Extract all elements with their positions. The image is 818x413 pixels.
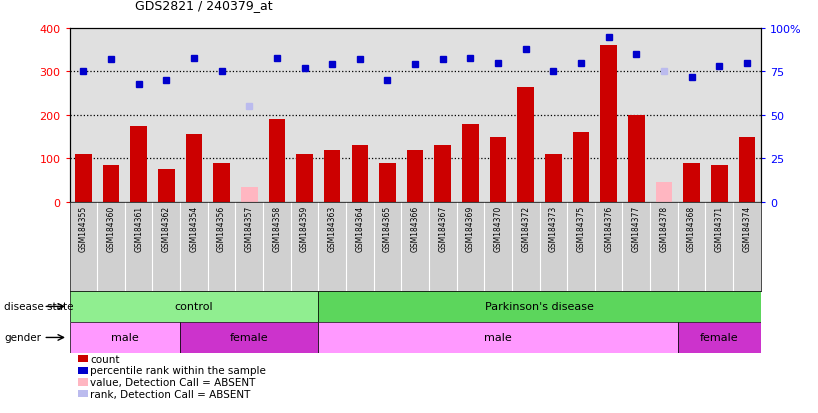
Text: GSM184375: GSM184375 xyxy=(577,205,586,251)
Text: GSM184355: GSM184355 xyxy=(79,205,88,251)
Text: GSM184361: GSM184361 xyxy=(134,205,143,251)
Bar xyxy=(213,163,230,202)
Text: GSM184371: GSM184371 xyxy=(715,205,724,251)
Text: GSM184357: GSM184357 xyxy=(245,205,254,251)
Text: GSM184377: GSM184377 xyxy=(631,205,640,251)
Bar xyxy=(180,322,318,353)
Bar xyxy=(352,146,368,202)
Text: count: count xyxy=(90,354,119,364)
Text: GSM184363: GSM184363 xyxy=(328,205,337,251)
Text: disease state: disease state xyxy=(4,301,74,312)
Text: GSM184360: GSM184360 xyxy=(106,205,115,251)
Bar xyxy=(407,150,424,202)
Bar xyxy=(656,183,672,202)
Text: rank, Detection Call = ABSENT: rank, Detection Call = ABSENT xyxy=(90,389,250,399)
Text: value, Detection Call = ABSENT: value, Detection Call = ABSENT xyxy=(90,377,255,387)
Bar xyxy=(545,154,562,202)
Text: GSM184372: GSM184372 xyxy=(521,205,530,251)
Text: GSM184354: GSM184354 xyxy=(190,205,199,251)
Bar xyxy=(380,163,396,202)
Text: GSM184374: GSM184374 xyxy=(743,205,752,251)
Text: GSM184376: GSM184376 xyxy=(605,205,614,251)
Text: control: control xyxy=(174,301,213,312)
Bar xyxy=(434,146,451,202)
Bar xyxy=(711,166,727,202)
Bar xyxy=(324,150,340,202)
Text: GSM184359: GSM184359 xyxy=(300,205,309,251)
Text: GSM184369: GSM184369 xyxy=(466,205,475,251)
Text: GSM184362: GSM184362 xyxy=(162,205,171,251)
Bar xyxy=(186,135,202,202)
Text: GSM184366: GSM184366 xyxy=(411,205,420,251)
Bar xyxy=(103,166,119,202)
Bar xyxy=(678,322,761,353)
Bar xyxy=(158,170,174,202)
Bar xyxy=(573,133,589,202)
Text: GSM184364: GSM184364 xyxy=(355,205,364,251)
Bar xyxy=(130,126,147,202)
Text: GSM184358: GSM184358 xyxy=(272,205,281,251)
Text: Parkinson's disease: Parkinson's disease xyxy=(485,301,594,312)
Text: GSM184367: GSM184367 xyxy=(438,205,447,251)
Bar xyxy=(490,137,506,202)
Bar xyxy=(600,46,617,202)
Text: female: female xyxy=(230,332,268,343)
Bar xyxy=(628,116,645,202)
Bar xyxy=(683,163,700,202)
Bar xyxy=(75,154,92,202)
Text: male: male xyxy=(484,332,512,343)
Text: GSM184378: GSM184378 xyxy=(659,205,668,251)
Bar xyxy=(70,322,180,353)
Bar xyxy=(518,88,534,202)
Text: GSM184373: GSM184373 xyxy=(549,205,558,251)
Text: GDS2821 / 240379_at: GDS2821 / 240379_at xyxy=(135,0,272,12)
Bar xyxy=(241,187,258,202)
Bar xyxy=(462,124,479,202)
Text: GSM184365: GSM184365 xyxy=(383,205,392,251)
Text: GSM184368: GSM184368 xyxy=(687,205,696,251)
Bar xyxy=(318,322,678,353)
Text: GSM184356: GSM184356 xyxy=(217,205,226,251)
Text: female: female xyxy=(700,332,739,343)
Bar xyxy=(70,291,318,322)
Bar xyxy=(296,154,312,202)
Text: gender: gender xyxy=(4,332,41,343)
Bar xyxy=(268,120,285,202)
Bar xyxy=(318,291,761,322)
Text: male: male xyxy=(111,332,139,343)
Text: GSM184370: GSM184370 xyxy=(493,205,502,251)
Bar xyxy=(739,137,755,202)
Text: percentile rank within the sample: percentile rank within the sample xyxy=(90,366,266,375)
